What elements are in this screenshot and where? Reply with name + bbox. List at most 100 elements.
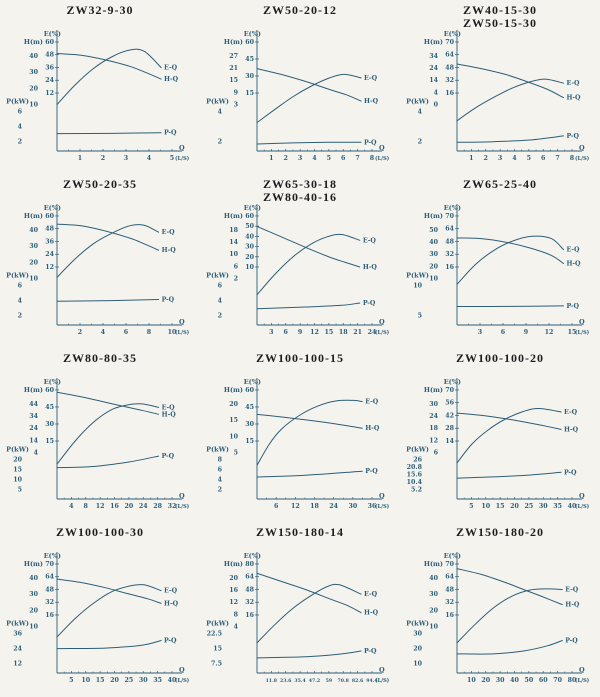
y-tick-P: 5.2 (411, 487, 422, 494)
y-tick-E: 42 (445, 412, 454, 419)
y-tick-E: 48 (445, 238, 454, 245)
x-tick: 80 (568, 677, 577, 684)
curve-P-Q (256, 302, 361, 310)
y-tick-H: 12 (229, 599, 238, 606)
h-axis-label: H(m) (24, 386, 43, 394)
y-tick-E: 45 (245, 56, 254, 63)
x-tick: 25 (124, 677, 133, 684)
chart-title-line: ZW150-180-20 (456, 525, 544, 539)
chart-canvas: 70 56 42 28 14 E(%) 30 24 18 12 6 H(m) 2620.815.610.… (406, 378, 589, 510)
y-tick-P: 2 (218, 139, 222, 146)
y-tick-E: 70 (445, 213, 454, 220)
y-tick-E: 16 (45, 612, 54, 619)
flow-unit-label: (L/S) (575, 155, 589, 162)
y-tick-P: 10 (413, 283, 422, 290)
y-tick-P: 22.5 (207, 631, 222, 638)
x-tick: 70 (553, 677, 562, 684)
curve-label-H-Q: H-Q (566, 95, 581, 102)
p-axis-label: P(kW) (6, 272, 29, 280)
x-tick: 2 (284, 155, 288, 162)
chart-title: ZW40-15-30 ZW50-15-30 (400, 3, 600, 31)
y-tick-P: 2 (218, 313, 222, 320)
curve-label-H-Q: H-Q (162, 247, 177, 254)
x-tick: 12 (545, 329, 554, 336)
y-tick-H: 20 (29, 259, 38, 266)
x-tick: 8 (147, 329, 152, 336)
y-tick-E: 64 (445, 226, 454, 233)
y-tick-H: 18 (229, 227, 238, 234)
p-axis-label: P(kW) (206, 272, 229, 280)
y-tick-E: 45 (45, 404, 54, 411)
x-tick: 59 (326, 678, 333, 684)
y-tick-E: 48 (445, 64, 454, 71)
y-tick-P: 15.6 (407, 472, 423, 479)
y-tick-H: 30 (429, 251, 438, 258)
e-axis-label: E(%) (444, 552, 461, 560)
curve-E-Q (256, 399, 363, 466)
curve-E-Q (456, 588, 563, 644)
y-tick-H: 10 (29, 624, 38, 631)
curve-label-P-Q: P-Q (363, 300, 376, 307)
y-tick-P: 10.4 (407, 479, 423, 486)
q-axis-label: Q (579, 492, 585, 500)
curve-H-Q (456, 412, 562, 430)
e-axis-label: E(%) (444, 378, 461, 386)
curve-label-P-Q: P-Q (566, 303, 579, 310)
y-tick-P: 15 (13, 467, 22, 474)
flow-unit-label: (L/S) (175, 503, 189, 510)
q-axis-label: Q (579, 144, 585, 152)
flow-unit-label: (L/S) (375, 329, 389, 336)
x-tick: 60 (539, 677, 548, 684)
chart-title: ZW150-180-14 (200, 525, 400, 539)
y-tick-P: 30 (413, 631, 422, 638)
x-tick: 40 (510, 677, 519, 684)
y-tick-E: 70 (445, 561, 454, 568)
x-tick: 6 (541, 155, 546, 162)
x-tick: 40 (168, 677, 177, 684)
e-axis-label: E(%) (44, 552, 61, 560)
chart-title-line: ZW150-180-14 (256, 525, 344, 539)
y-tick-E: 48 (245, 586, 254, 593)
x-tick: 10 (481, 503, 490, 510)
y-tick-E: 80 (245, 561, 254, 568)
y-tick-E: 32 (45, 599, 54, 606)
curve-E-Q (56, 403, 160, 465)
x-tick: 6 (274, 503, 279, 510)
curve-E-Q (456, 235, 564, 285)
curve-label-H-Q: H-Q (364, 98, 379, 105)
y-tick-H: 2 (234, 276, 238, 283)
y-tick-H: 4 (34, 450, 39, 457)
y-tick-H: 30 (29, 591, 38, 598)
x-tick: 6 (501, 329, 506, 336)
x-tick: 1 (469, 155, 473, 162)
y-tick-E: 12 (45, 264, 54, 271)
curve-label-E-Q: E-Q (565, 586, 579, 593)
h-axis-label: H(m) (24, 560, 43, 568)
y-tick-H: 10 (229, 433, 238, 440)
y-tick-H: 20 (429, 263, 438, 270)
y-tick-E: 32 (445, 77, 454, 84)
y-tick-E: 10 (245, 264, 254, 271)
curve-label-H-Q: H-Q (164, 76, 179, 83)
y-tick-E: 30 (245, 244, 254, 251)
chart-canvas: 70 64 48 32 16 E(%) 40 30 20 10 H(m) 36 24 12 P(kW) 5 10… (6, 552, 189, 684)
chart-title: ZW100-100-20 (400, 351, 600, 365)
y-tick-H: 24 (429, 413, 438, 420)
curve-H-Q (56, 53, 162, 80)
chart-title-line: ZW100-100-20 (456, 351, 544, 365)
chart-cell-ZW65-25-40: ZW65-25-40 70 64 48 32 16 E(%) 50 40 30 20 10 H(m) 10… (400, 174, 600, 348)
y-tick-P: 6 (18, 283, 23, 290)
x-tick: 7 (555, 155, 559, 162)
flow-unit-label: (L/S) (175, 677, 189, 684)
curve-E-Q (456, 407, 562, 464)
y-tick-E: 16 (445, 90, 454, 97)
y-tick-E: 20 (245, 254, 254, 261)
y-tick-H: 14 (29, 437, 38, 444)
y-tick-P: 20 (413, 646, 422, 653)
curve-label-E-Q: E-Q (164, 64, 178, 71)
curve-label-P-Q: P-Q (364, 648, 377, 655)
y-tick-H: 14 (429, 77, 438, 84)
p-axis-label: P(kW) (6, 446, 29, 454)
